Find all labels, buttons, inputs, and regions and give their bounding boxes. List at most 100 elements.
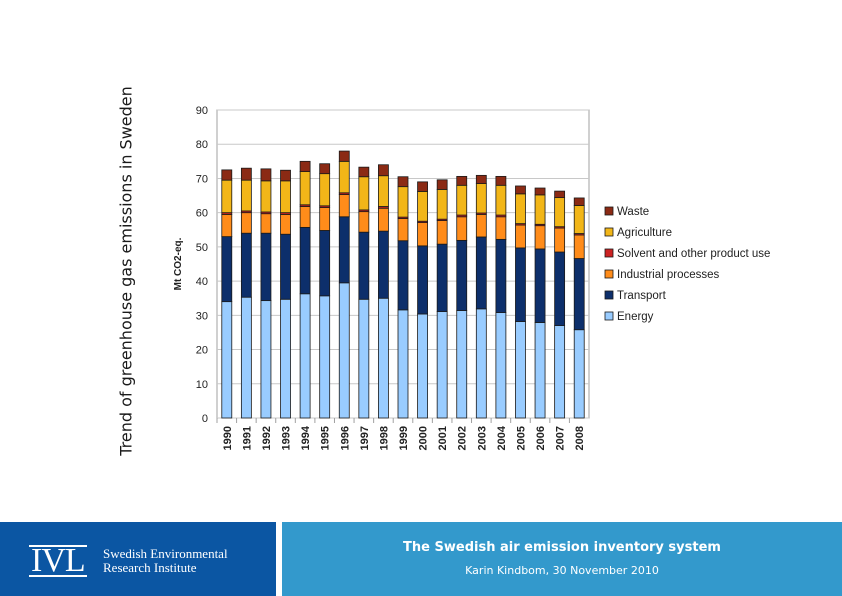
footer-info-panel: The Swedish air emission inventory syste… xyxy=(282,522,842,596)
bar-segment-transport xyxy=(338,216,350,284)
x-tick-label: 2008 xyxy=(574,426,586,450)
bar-segment-industrial-processes xyxy=(240,212,252,234)
bar-segment-transport xyxy=(319,230,331,297)
bar-segment-agriculture xyxy=(240,179,252,212)
bar-segment-transport xyxy=(280,233,291,300)
legend-label: Transport xyxy=(617,290,667,302)
y-tick-label: 80 xyxy=(196,139,208,151)
bar-segment-energy xyxy=(436,311,448,419)
legend-label: Energy xyxy=(617,311,654,323)
bar-segment-energy xyxy=(573,329,585,419)
bar-segment-industrial-processes xyxy=(515,224,526,249)
x-tick-label: 1995 xyxy=(320,426,332,450)
bar-segment-agriculture xyxy=(554,197,566,228)
bar-segment-waste xyxy=(397,176,409,188)
y-tick-label: 10 xyxy=(196,379,208,391)
bar-segment-transport xyxy=(436,243,448,312)
bar-segment-industrial-processes xyxy=(554,227,566,253)
x-tick-label: 1996 xyxy=(339,426,351,450)
bar-segment-waste xyxy=(221,169,233,181)
bar-segment-industrial-processes xyxy=(280,213,291,235)
bar-segment-agriculture xyxy=(280,180,291,214)
bar-segment-energy xyxy=(534,322,546,419)
bar-segment-industrial-processes xyxy=(378,207,389,232)
x-tick-label: 1990 xyxy=(222,426,234,450)
y-axis-label: Mt CO2-eq. xyxy=(173,237,184,290)
bar-segment-waste xyxy=(299,160,311,172)
bar-segment-energy xyxy=(280,298,291,419)
footer-subtitle: Karin Kindbom, 30 November 2010 xyxy=(465,564,659,577)
bar-segment-energy xyxy=(260,300,272,419)
bar-segment-waste xyxy=(417,181,428,192)
bar-segment-transport xyxy=(554,251,566,326)
bar-segment-agriculture xyxy=(534,194,546,225)
bar-segment-waste xyxy=(515,185,526,195)
stacked-bar-chart: 0 10 20 30 40 50 60 70 80 90 Mt CO2-eq. 1990 1991 199… xyxy=(173,105,770,450)
bar-segment-transport xyxy=(573,258,585,331)
bar-segment-industrial-processes xyxy=(534,225,546,250)
bar-segment-transport xyxy=(495,238,507,313)
bar-segment-energy xyxy=(221,301,233,419)
bar-segment-agriculture xyxy=(495,184,507,216)
bar-segment-transport xyxy=(534,248,546,323)
y-tick-label: 70 xyxy=(196,173,208,185)
x-tick-label: 2007 xyxy=(555,426,567,450)
bar-segment-agriculture xyxy=(299,171,311,206)
bar-segment-industrial-processes xyxy=(436,220,448,245)
bar-segment-energy xyxy=(456,310,468,419)
bar-segment-waste xyxy=(240,167,252,181)
logo-text: Swedish Environmental Research Institute xyxy=(103,547,228,575)
bar-segment-agriculture xyxy=(378,175,389,207)
bar-segment-industrial-processes xyxy=(260,213,272,234)
legend-swatch xyxy=(604,206,614,216)
bar-segment-waste xyxy=(378,164,389,177)
bar-segment-energy xyxy=(495,312,507,419)
footer-title: The Swedish air emission inventory syste… xyxy=(403,540,721,555)
bar-segment-agriculture xyxy=(573,205,585,234)
x-tick-label: 2004 xyxy=(496,425,508,450)
bar-segment-waste xyxy=(495,175,507,186)
bar-segment-industrial-processes xyxy=(299,206,311,228)
y-tick-label: 50 xyxy=(196,242,208,254)
x-tick-label: 1991 xyxy=(241,426,253,450)
bar-segment-energy xyxy=(299,293,311,419)
x-tick-label: 2000 xyxy=(418,426,430,450)
legend-swatch xyxy=(604,311,614,321)
x-tick-label: 2002 xyxy=(457,426,469,450)
bar-segment-industrial-processes xyxy=(397,218,409,242)
bar-segment-agriculture xyxy=(260,180,272,213)
bar-segment-waste xyxy=(319,163,331,175)
bar-segment-transport xyxy=(299,226,311,295)
bar-segment-transport xyxy=(221,236,233,303)
logo-mark: IVL xyxy=(29,542,87,579)
x-tick-label: 2003 xyxy=(476,426,488,450)
legend-label: Industrial processes xyxy=(617,269,720,281)
legend-swatch xyxy=(604,227,614,237)
bar-segment-agriculture xyxy=(436,188,448,220)
bar-segment-waste xyxy=(475,174,487,184)
bar-segment-transport xyxy=(260,232,272,302)
bar-segment-agriculture xyxy=(475,183,487,214)
bar-segment-energy xyxy=(240,296,252,419)
bar-segment-industrial-processes xyxy=(358,211,370,233)
bar-segment-transport xyxy=(240,232,252,298)
bar-segment-agriculture xyxy=(338,160,350,194)
x-tick-label: 1994 xyxy=(300,425,312,450)
y-tick-label: 0 xyxy=(202,413,208,425)
x-tick-label: 1999 xyxy=(398,426,410,450)
x-tick-label: 1993 xyxy=(281,426,293,450)
bar-segment-industrial-processes xyxy=(573,234,585,259)
bar-segment-energy xyxy=(417,313,428,419)
bar-segment-waste xyxy=(280,169,291,182)
bar-segment-waste xyxy=(534,187,546,196)
bar-segment-waste xyxy=(338,150,350,162)
legend-label: Agriculture xyxy=(617,227,672,239)
bar-segment-energy xyxy=(338,282,350,419)
bar-segment-energy xyxy=(319,295,331,419)
legend-label: Waste xyxy=(617,206,649,218)
bar-segment-energy xyxy=(475,308,487,419)
x-tick-label: 2006 xyxy=(535,426,547,450)
bar-segment-agriculture xyxy=(417,191,428,222)
bar-segment-agriculture xyxy=(358,176,370,211)
